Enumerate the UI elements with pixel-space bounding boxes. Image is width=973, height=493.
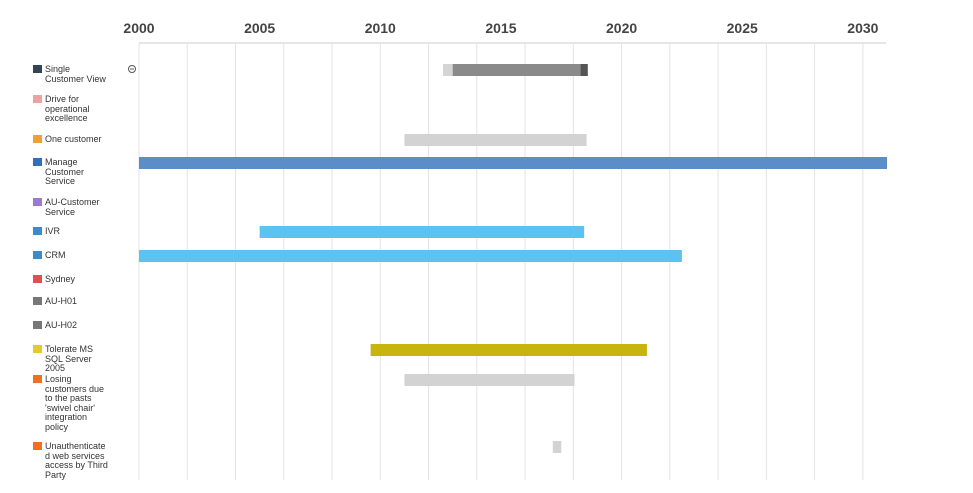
row-icon [33,375,42,383]
bar [139,157,887,169]
row-icon [33,321,42,329]
row-label[interactable]: Single Customer View [45,64,106,84]
row-label[interactable]: AU-Customer Service [45,197,100,217]
row-label[interactable]: Tolerate MS SQL Server 2005 [45,344,94,373]
row-icon [33,345,42,353]
collapse-icon[interactable] [128,65,136,73]
bar [580,64,588,76]
bar [404,374,575,386]
row-icon [33,227,42,235]
row-label[interactable]: IVR [45,226,61,236]
bar [552,441,562,453]
row-label[interactable]: One customer [45,134,102,144]
x-tick-label: 2005 [244,20,275,36]
row-label[interactable]: AU-H01 [45,296,78,306]
bar [404,134,587,146]
bar [370,344,647,356]
row-icon [33,297,42,305]
x-tick-label: 2010 [365,20,396,36]
bar [139,250,682,262]
row-label[interactable]: Unauthenticated web services access by T… [45,442,108,480]
x-tick-label: 2000 [123,20,154,36]
row-icon [33,95,42,103]
row-icon [33,198,42,206]
row-label[interactable]: CRM [45,250,66,260]
row-label[interactable]: Manage Customer Service [45,157,85,186]
bar [452,64,581,76]
row-label[interactable]: Drive for operational excellence [45,94,90,123]
row-icon [33,135,42,143]
row-icon [33,275,42,283]
bar [259,226,585,238]
row-icon [33,65,42,73]
bar [443,64,453,76]
row-icon [33,251,42,259]
row-label[interactable]: Losing customers due to the pasts 'swive… [45,374,105,432]
x-tick-label: 2025 [727,20,758,36]
row-label[interactable]: Sydney [45,274,76,284]
x-tick-label: 2020 [606,20,637,36]
row-icon [33,442,42,450]
x-tick-label: 2015 [485,20,516,36]
row-icon [33,158,42,166]
row-label[interactable]: AU-H02 [45,320,78,330]
x-tick-label: 2030 [847,20,878,36]
